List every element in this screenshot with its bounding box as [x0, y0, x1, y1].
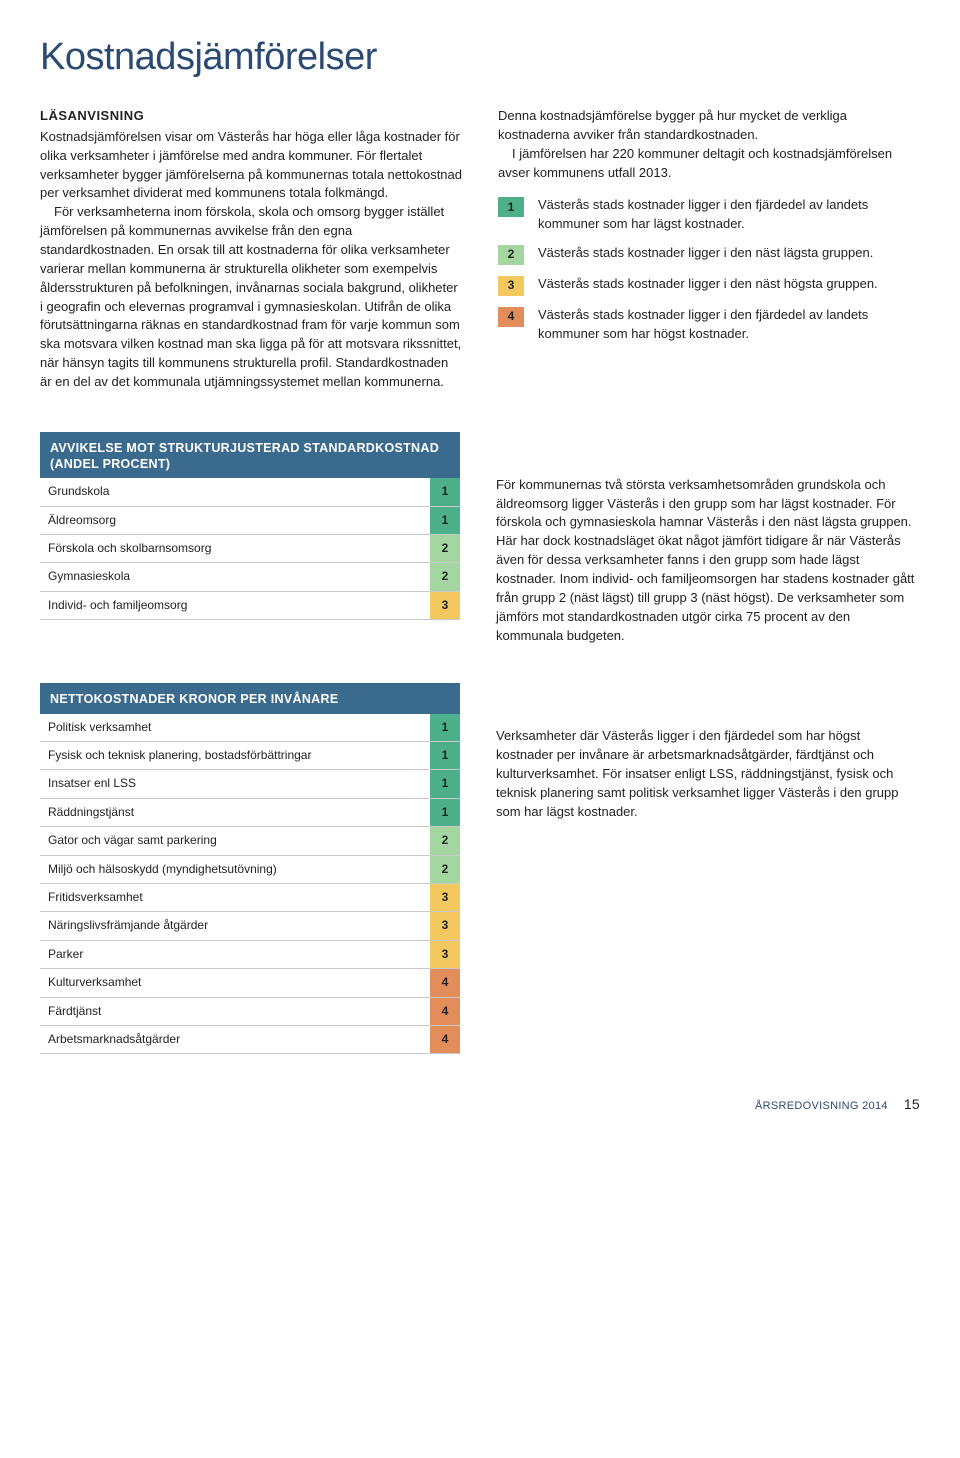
table-cell-label: Fysisk och teknisk planering, bostadsför…: [40, 741, 430, 769]
table-cell-label: Näringslivsfrämjande åtgärder: [40, 912, 430, 940]
table-cell-label: Färdtjänst: [40, 997, 430, 1025]
table-cell-group: 4: [430, 969, 460, 997]
table-cell-group: 1: [430, 478, 460, 506]
table-row: Fritidsverksamhet3: [40, 883, 460, 911]
lead-right-intro: I jämförelsen har 220 kommuner deltagit …: [498, 145, 920, 183]
table-cell-label: Insatser enl LSS: [40, 770, 430, 798]
lead-left-column: LÄSANVISNING Kostnadsjämförelsen visar o…: [40, 107, 462, 392]
table-cell-label: Parker: [40, 940, 430, 968]
table-row: Räddningstjänst1: [40, 798, 460, 826]
table-cell-label: Gymnasieskola: [40, 563, 430, 591]
lead-section: LÄSANVISNING Kostnadsjämförelsen visar o…: [40, 107, 920, 392]
page-footer: ÅRSREDOVISNING 2014 15: [40, 1094, 920, 1115]
table-row: Gymnasieskola2: [40, 563, 460, 591]
footer-label: ÅRSREDOVISNING 2014: [755, 1099, 888, 1115]
table-cell-group: 2: [430, 855, 460, 883]
table-row: Gator och vägar samt parkering2: [40, 827, 460, 855]
table-row: Näringslivsfrämjande åtgärder3: [40, 912, 460, 940]
legend-row: 2 Västerås stads kostnader ligger i den n…: [498, 244, 920, 265]
table-cell-group: 3: [430, 912, 460, 940]
table-cell-group: 1: [430, 741, 460, 769]
lead-paragraph: För verksamheterna inom förskola, skola …: [40, 203, 462, 391]
table-cell-group: 4: [430, 997, 460, 1025]
section-nettokostnader: NETTOKOSTNADER KRONOR PER INVÅNARE Polit…: [40, 683, 920, 1054]
table-row: Äldreomsorg1: [40, 506, 460, 534]
table-cell-label: Politisk verksamhet: [40, 714, 430, 742]
page-title: Kostnadsjämförelser: [40, 30, 920, 85]
table-row: Förskola och skolbarnsomsorg2: [40, 535, 460, 563]
section-avvikelse: AVVIKELSE MOT STRUKTURJUSTERAD STANDARDK…: [40, 432, 920, 646]
legend-text: Västerås stads kostnader ligger i den fj…: [538, 196, 920, 234]
table-cell-label: Förskola och skolbarnsomsorg: [40, 535, 430, 563]
table-cell-label: Räddningstjänst: [40, 798, 430, 826]
legend-text: Västerås stads kostnader ligger i den nä…: [538, 275, 920, 294]
table-cell-group: 3: [430, 591, 460, 619]
legend-text: Västerås stads kostnader ligger i den nä…: [538, 244, 920, 263]
table-cell-label: Kulturverksamhet: [40, 969, 430, 997]
table-cell-label: Fritidsverksamhet: [40, 883, 430, 911]
lead-right-column: Denna kostnadsjämförelse bygger på hur m…: [498, 107, 920, 392]
table-header: NETTOKOSTNADER KRONOR PER INVÅNARE: [40, 683, 460, 713]
legend-box: 4: [498, 307, 524, 327]
table-cell-label: Miljö och hälsoskydd (myndighetsutövning…: [40, 855, 430, 883]
table-cell-group: 4: [430, 1025, 460, 1053]
table-header: AVVIKELSE MOT STRUKTURJUSTERAD STANDARDK…: [40, 432, 460, 479]
section1-paragraph: För kommunernas två största verksamhetso…: [496, 476, 920, 646]
lead-right-intro: Denna kostnadsjämförelse bygger på hur m…: [498, 107, 920, 145]
table-cell-group: 1: [430, 770, 460, 798]
lead-paragraph: Kostnadsjämförelsen visar om Västerås ha…: [40, 128, 462, 203]
table-row: Miljö och hälsoskydd (myndighetsutövning…: [40, 855, 460, 883]
table-cell-label: Äldreomsorg: [40, 506, 430, 534]
table-row: Individ- och familjeomsorg3: [40, 591, 460, 619]
table-row: Parker3: [40, 940, 460, 968]
legend-text: Västerås stads kostnader ligger i den fj…: [538, 306, 920, 344]
lead-label: LÄSANVISNING: [40, 107, 462, 126]
section2-paragraph: Verksamheter där Västerås ligger i den f…: [496, 727, 920, 821]
table-avvikelse: Grundskola1Äldreomsorg1Förskola och skol…: [40, 478, 460, 620]
table-row: Färdtjänst4: [40, 997, 460, 1025]
table-nettokostnader: Politisk verksamhet1Fysisk och teknisk p…: [40, 714, 460, 1055]
table-row: Insatser enl LSS1: [40, 770, 460, 798]
table-row: Grundskola1: [40, 478, 460, 506]
table-cell-group: 3: [430, 940, 460, 968]
legend-box: 2: [498, 245, 524, 265]
legend-row: 4 Västerås stads kostnader ligger i den f…: [498, 306, 920, 344]
table-row: Fysisk och teknisk planering, bostadsför…: [40, 741, 460, 769]
page-number: 15: [904, 1094, 920, 1114]
table-row: Politisk verksamhet1: [40, 714, 460, 742]
table-cell-group: 2: [430, 827, 460, 855]
table-cell-group: 2: [430, 535, 460, 563]
legend: 1 Västerås stads kostnader ligger i den f…: [498, 196, 920, 343]
table-row: Kulturverksamhet4: [40, 969, 460, 997]
legend-row: 3 Västerås stads kostnader ligger i den n…: [498, 275, 920, 296]
table-row: Arbetsmarknadsåtgärder4: [40, 1025, 460, 1053]
legend-box: 3: [498, 276, 524, 296]
table-cell-group: 1: [430, 714, 460, 742]
table-cell-label: Arbetsmarknadsåtgärder: [40, 1025, 430, 1053]
legend-box: 1: [498, 197, 524, 217]
table-cell-group: 3: [430, 883, 460, 911]
legend-row: 1 Västerås stads kostnader ligger i den f…: [498, 196, 920, 234]
table-cell-group: 1: [430, 798, 460, 826]
table-cell-label: Gator och vägar samt parkering: [40, 827, 430, 855]
table-cell-group: 1: [430, 506, 460, 534]
table-cell-group: 2: [430, 563, 460, 591]
table-cell-label: Grundskola: [40, 478, 430, 506]
table-cell-label: Individ- och familjeomsorg: [40, 591, 430, 619]
